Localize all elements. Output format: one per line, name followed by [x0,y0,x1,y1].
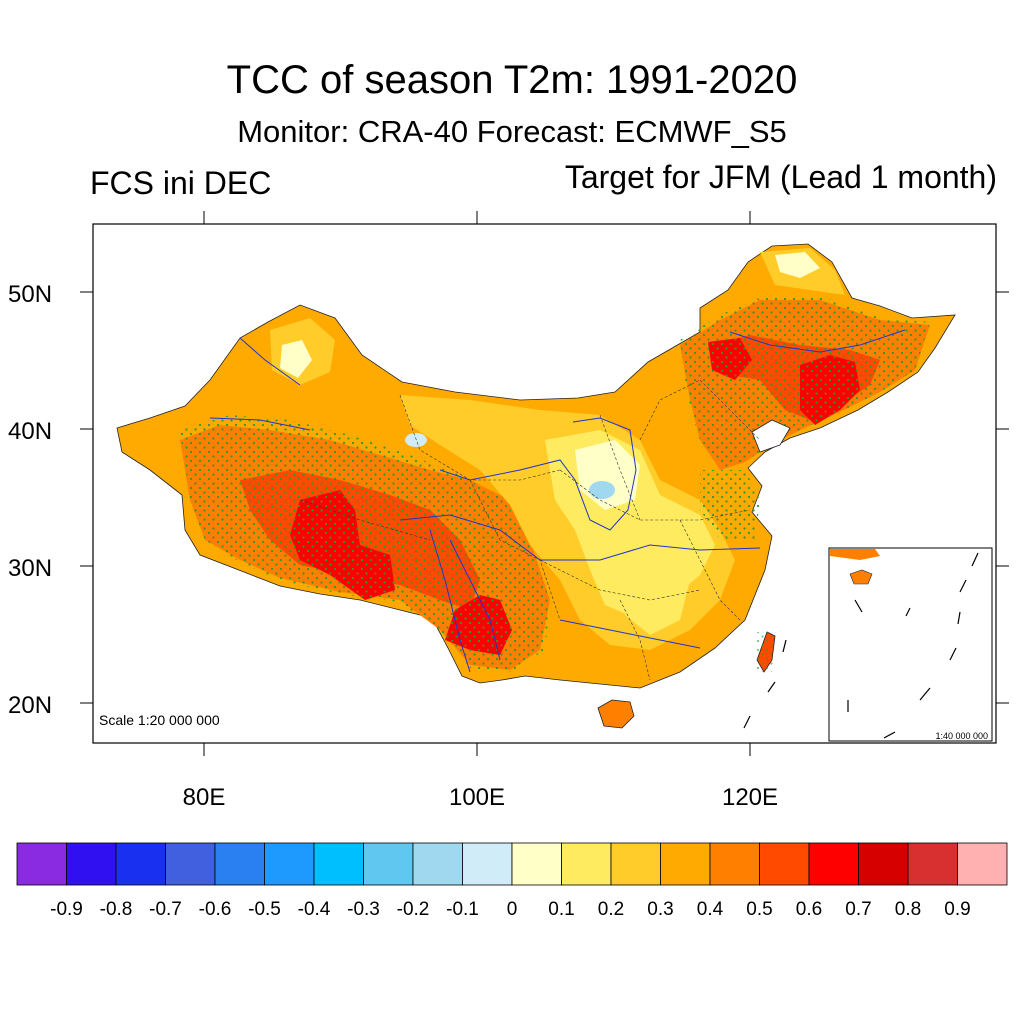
lat-label-50n: 50N [8,281,52,308]
lat-label-30n: 30N [8,555,52,582]
colorbar-tick-label: 0.6 [796,899,822,920]
colorbar-swatch [957,842,1008,886]
bohai-sea [751,419,791,453]
colorbar-tick-label: -0.4 [298,899,331,920]
lat-label-40n: 40N [8,418,52,445]
colorbar-swatch [610,842,661,886]
lon-label-120e: 120E [722,784,778,811]
colorbar-swatch [808,842,859,886]
taiwan-stipple [757,632,775,672]
colorbar-swatch [660,842,711,886]
colorbar-tick-label: -0.5 [248,899,281,920]
colorbar-swatch [907,842,958,886]
colorbar-swatch [363,842,414,886]
colorbar-tick-label: 0.8 [895,899,921,920]
lon-label-100e: 100E [449,784,505,811]
colorbar-swatch [511,842,562,886]
colorbar-tick-label: -0.8 [100,899,133,920]
region-lightblue-ordos [589,481,615,499]
colorbar-tick-label: -0.1 [446,899,479,920]
colorbar-tick-label: 0.5 [746,899,772,920]
colorbar: -0.9 -0.8 -0.7 -0.6 -0.5 -0.4 -0.3 -0.2 -0.1 0 0.1… [16,842,1008,920]
colorbar-tick-label: 0.1 [548,899,574,920]
province-borders [299,379,761,681]
hainan-island [597,699,635,729]
colorbar-tick-label: 0.9 [944,899,970,920]
offshore-dashes [743,639,787,729]
inset-dashed-line [847,552,979,739]
lon-label-80e: 80E [183,784,226,811]
frame-ticks [80,211,1009,756]
colorbar-swatch [115,842,166,886]
initialization-label: FCS ini DEC [90,165,272,201]
colorbar-tick-label: -0.2 [397,899,430,920]
colorbar-swatch [858,842,909,886]
colorbar-swatch [16,842,67,886]
colorbar-tick-label: 0.7 [845,899,871,920]
colorbar-swatch [66,842,117,886]
region-lightyellow-south [620,560,690,635]
inset-scale-label: 1:40 000 000 [935,731,988,741]
inset-hainan [849,569,873,585]
colorbar-swatch [759,842,810,886]
chart-subtitle: Monitor: CRA-40 Forecast: ECMWF_S5 [237,114,787,149]
colorbar-swatch [214,842,265,886]
colorbar-tick-label: -0.7 [149,899,182,920]
colorbar-tick-label: -0.9 [50,899,83,920]
colorbar-tick-label: -0.3 [347,899,380,920]
region-paleyellow-xinjiang [280,340,312,378]
colorbar-swatch [412,842,463,886]
colorbar-swatch [561,842,612,886]
inset-mainland-strip [830,549,880,560]
map-scale-label: Scale 1:20 000 000 [99,712,220,728]
significance-stipple-east [700,470,760,540]
target-label: Target for JFM (Lead 1 month) [564,159,997,195]
colorbar-tick-label: 0.3 [647,899,673,920]
lat-label-20n: 20N [8,692,52,719]
colorbar-swatch [462,842,513,886]
colorbar-swatch [709,842,760,886]
significance-stipple-west [180,415,550,672]
colorbar-swatch [313,842,364,886]
colorbar-tick-label: -0.6 [199,899,232,920]
region-paleyellow-ne [775,252,820,278]
region-lightblue-qinghai [405,433,427,447]
colorbar-swatch [264,842,315,886]
significance-stipple-ne [680,296,930,468]
colorbar-tick-label: 0 [507,899,518,920]
chart-title: TCC of season T2m: 1991-2020 [226,58,798,102]
colorbar-tick-label: 0.4 [697,899,724,920]
colorbar-tick-label: 0.2 [598,899,624,920]
rivers [209,329,906,673]
colorbar-swatch [165,842,216,886]
